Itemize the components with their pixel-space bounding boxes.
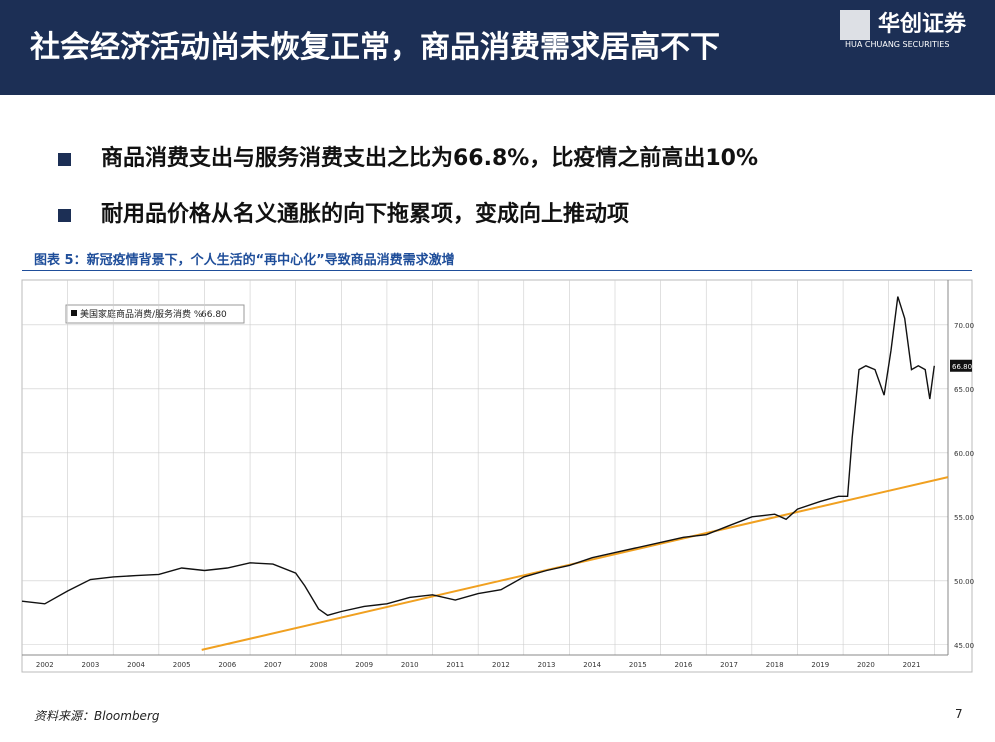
x-tick-label: 2007 [264, 661, 282, 669]
legend-swatch [71, 310, 77, 316]
header: 社会经济活动尚未恢复正常，商品消费需求居高不下 华创证券 HUA CHUANG … [0, 0, 995, 95]
source: 资料来源：Bloomberg [34, 709, 160, 723]
x-tick-label: 2017 [720, 661, 738, 669]
logo-cn: 华创证券 [878, 12, 967, 37]
x-tick-label: 2018 [766, 661, 784, 669]
x-tick-label: 2020 [857, 661, 875, 669]
value-tag [950, 359, 972, 372]
x-tick-label: 2009 [355, 661, 373, 669]
logo-icon [840, 10, 870, 40]
x-tick-label: 2015 [629, 661, 647, 669]
y-tick-label: 70.00 [954, 322, 974, 330]
x-tick-label: 2011 [446, 661, 464, 669]
x-tick-label: 2019 [811, 661, 829, 669]
y-tick-label: 50.00 [954, 578, 974, 586]
value-label: 66.80 [952, 363, 972, 371]
bullet: 耐用品价格从名义通胀的向下拖累项，变成向上推动项 [58, 196, 629, 228]
x-tick-label: 2002 [36, 661, 54, 669]
x-tick-label: 2016 [675, 661, 693, 669]
y-tick-label: 45.00 [954, 642, 974, 650]
bullet-text: 耐用品价格从名义通胀的向下拖累项，变成向上推动项 [101, 202, 630, 227]
legend-box [65, 304, 245, 324]
x-tick-label: 2012 [492, 661, 510, 669]
x-tick-label: 2004 [127, 661, 145, 669]
slide-title: 社会经济活动尚未恢复正常，商品消费需求居高不下 [30, 30, 720, 65]
x-tick-label: 2010 [401, 661, 419, 669]
logo-en: HUA CHUANG SECURITIES [845, 40, 950, 49]
x-tick-label: 2003 [82, 661, 100, 669]
x-tick-label: 2013 [538, 661, 556, 669]
x-tick-label: 2021 [903, 661, 921, 669]
x-tick-label: 2008 [310, 661, 328, 669]
x-tick-label: 2006 [218, 661, 236, 669]
y-tick-label: 65.00 [954, 386, 974, 394]
title-rule [22, 270, 972, 271]
legend-label: 美国家庭商品消费/服务消费 % [80, 308, 203, 320]
legend-value: 66.80 [201, 310, 227, 320]
chart-title: 图表 5：新冠疫情背景下，个人生活的“再中心化”导致商品消费需求激增 [34, 253, 455, 268]
page-number: 7 [955, 707, 963, 721]
series-line [21, 296, 935, 617]
bullet-text: 商品消费支出与服务消费支出之比为66.8%，比疫情之前高出10% [101, 146, 758, 171]
plot-frame [21, 279, 973, 673]
x-tick-label: 2005 [173, 661, 191, 669]
y-tick-label: 60.00 [954, 450, 974, 458]
y-tick-label: 55.00 [954, 514, 974, 522]
x-tick-label: 2014 [583, 661, 601, 669]
bullet: 商品消费支出与服务消费支出之比为66.8%，比疫情之前高出10% [58, 140, 758, 172]
